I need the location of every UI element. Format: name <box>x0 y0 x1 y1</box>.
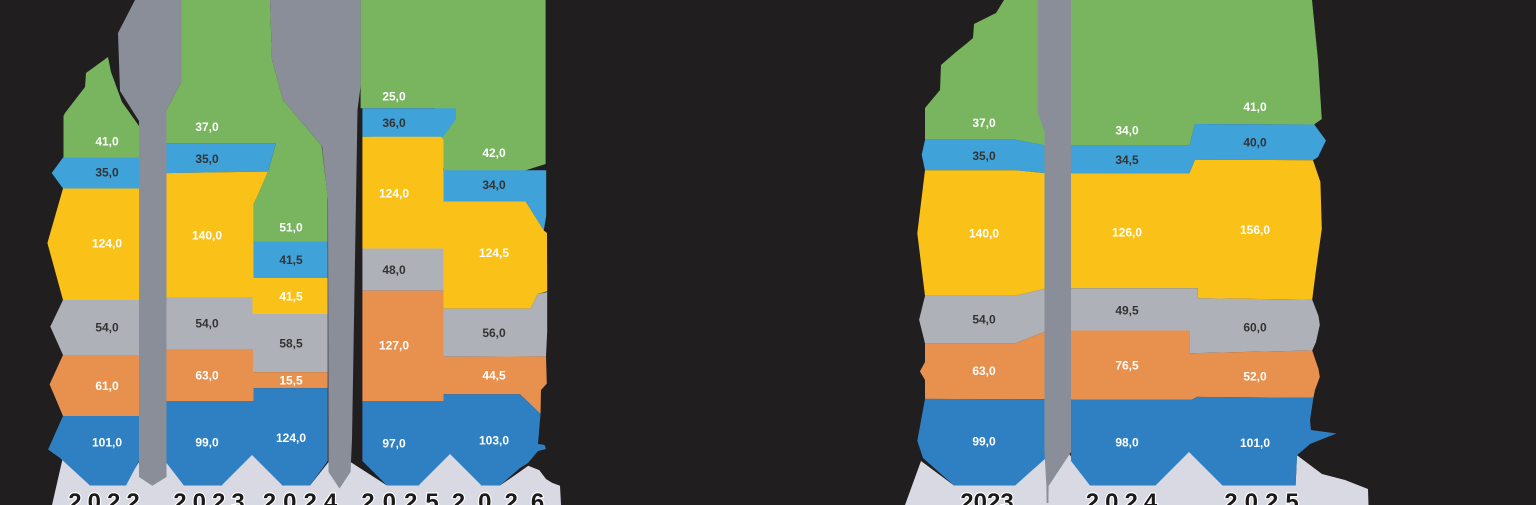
svg-text:34,5: 34,5 <box>1115 153 1139 167</box>
svg-text:35,0: 35,0 <box>195 152 219 166</box>
svg-text:99,0: 99,0 <box>195 436 219 450</box>
svg-text:2026: 2026 <box>452 489 557 505</box>
svg-text:49,5: 49,5 <box>1115 304 1139 318</box>
svg-text:140,0: 140,0 <box>192 229 222 243</box>
svg-text:2025: 2025 <box>1224 489 1305 505</box>
svg-text:42,0: 42,0 <box>482 146 506 160</box>
svg-text:2023: 2023 <box>173 489 250 505</box>
svg-text:15,5: 15,5 <box>279 374 303 388</box>
svg-text:124,0: 124,0 <box>276 431 306 445</box>
svg-text:34,0: 34,0 <box>482 178 506 192</box>
svg-text:44,5: 44,5 <box>482 369 506 383</box>
svg-text:2024: 2024 <box>263 489 344 505</box>
svg-text:63,0: 63,0 <box>195 369 219 383</box>
svg-text:156,0: 156,0 <box>1240 223 1270 237</box>
svg-text:41,5: 41,5 <box>279 253 303 267</box>
svg-text:58,5: 58,5 <box>279 337 303 351</box>
svg-text:124,0: 124,0 <box>92 237 122 251</box>
svg-text:2024: 2024 <box>1086 489 1163 505</box>
svg-text:56,0: 56,0 <box>482 326 506 340</box>
svg-text:52,0: 52,0 <box>1243 370 1267 384</box>
svg-text:124,0: 124,0 <box>379 187 409 201</box>
svg-text:35,0: 35,0 <box>972 149 996 163</box>
svg-text:98,0: 98,0 <box>1115 436 1139 450</box>
svg-text:2025: 2025 <box>361 489 446 505</box>
svg-text:140,0: 140,0 <box>969 227 999 241</box>
svg-text:37,0: 37,0 <box>195 120 219 134</box>
svg-text:60,0: 60,0 <box>1243 321 1267 335</box>
svg-text:61,0: 61,0 <box>95 379 119 393</box>
svg-text:25,0: 25,0 <box>382 90 406 104</box>
svg-text:124,5: 124,5 <box>479 246 509 260</box>
svg-text:101,0: 101,0 <box>1240 436 1270 450</box>
svg-text:2023: 2023 <box>960 489 1013 505</box>
svg-text:48,0: 48,0 <box>382 263 406 277</box>
svg-text:54,0: 54,0 <box>95 321 119 335</box>
svg-text:99,0: 99,0 <box>972 435 996 449</box>
svg-text:34,0: 34,0 <box>1115 124 1139 138</box>
svg-text:37,0: 37,0 <box>972 116 996 130</box>
svg-text:127,0: 127,0 <box>379 339 409 353</box>
svg-text:36,0: 36,0 <box>382 116 406 130</box>
svg-text:63,0: 63,0 <box>972 364 996 378</box>
svg-text:2022: 2022 <box>68 489 145 505</box>
svg-text:76,5: 76,5 <box>1115 359 1139 373</box>
svg-text:40,0: 40,0 <box>1243 136 1267 150</box>
svg-text:103,0: 103,0 <box>479 434 509 448</box>
svg-text:35,0: 35,0 <box>95 166 119 180</box>
svg-text:41,5: 41,5 <box>279 290 303 304</box>
svg-text:101,0: 101,0 <box>92 436 122 450</box>
svg-text:41,0: 41,0 <box>1243 100 1267 114</box>
svg-text:54,0: 54,0 <box>195 317 219 331</box>
svg-text:54,0: 54,0 <box>972 313 996 327</box>
svg-text:97,0: 97,0 <box>382 437 406 451</box>
svg-text:51,0: 51,0 <box>279 221 303 235</box>
svg-text:126,0: 126,0 <box>1112 226 1142 240</box>
svg-text:41,0: 41,0 <box>95 135 119 149</box>
